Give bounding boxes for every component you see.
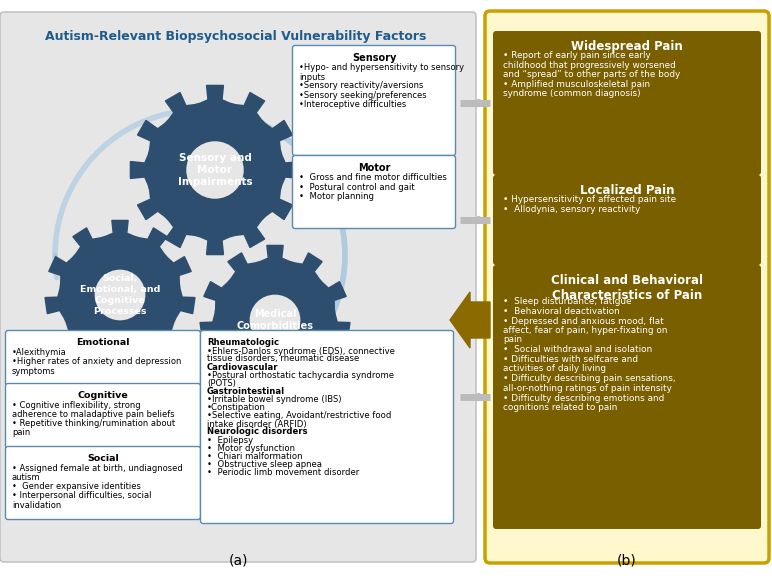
Text: Rheumatologic: Rheumatologic — [207, 338, 279, 347]
Text: childhood that progressively worsened: childhood that progressively worsened — [503, 61, 676, 70]
Text: •Hypo- and hypersensitivity to sensory: •Hypo- and hypersensitivity to sensory — [299, 64, 464, 72]
Text: Sensory: Sensory — [352, 53, 396, 63]
Text: Motor: Motor — [357, 163, 390, 173]
Text: • Depressed and anxious mood, flat: • Depressed and anxious mood, flat — [503, 317, 664, 326]
Text: • Difficulty describing emotions and: • Difficulty describing emotions and — [503, 394, 664, 403]
Text: all-or-nothing ratings of pain intensity: all-or-nothing ratings of pain intensity — [503, 384, 672, 393]
Text: •  Motor planning: • Motor planning — [299, 192, 374, 201]
Text: invalidation: invalidation — [12, 500, 61, 510]
Text: and “spread” to other parts of the body: and “spread” to other parts of the body — [503, 70, 680, 79]
Text: Autism-Relevant Biopsychosocial Vulnerability Factors: Autism-Relevant Biopsychosocial Vulnerab… — [46, 30, 427, 43]
Text: Social: Social — [87, 454, 119, 463]
Text: • Interpersonal difficulties, social: • Interpersonal difficulties, social — [12, 491, 151, 500]
Text: •  Behavioral deactivation: • Behavioral deactivation — [503, 307, 620, 316]
Circle shape — [186, 141, 244, 199]
Text: •Interoceptive difficulties: •Interoceptive difficulties — [299, 100, 406, 109]
Text: •Irritable bowel syndrome (IBS): •Irritable bowel syndrome (IBS) — [207, 395, 341, 405]
Text: Medical
Comorbidities: Medical Comorbidities — [236, 309, 313, 331]
Text: •Ehlers-Danlos syndrome (EDS), connective: •Ehlers-Danlos syndrome (EDS), connectiv… — [207, 346, 394, 356]
Circle shape — [95, 270, 145, 321]
Text: Neurologic disorders: Neurologic disorders — [207, 427, 307, 437]
Text: •  Periodic limb movement disorder: • Periodic limb movement disorder — [207, 468, 359, 477]
Text: intake disorder (ARFID): intake disorder (ARFID) — [207, 420, 306, 429]
Text: •Selective eating, Avoidant/restrictive food: •Selective eating, Avoidant/restrictive … — [207, 412, 391, 420]
FancyBboxPatch shape — [0, 12, 476, 562]
FancyBboxPatch shape — [293, 45, 455, 156]
FancyBboxPatch shape — [493, 265, 761, 529]
Text: affect, fear of pain, hyper-fixating on: affect, fear of pain, hyper-fixating on — [503, 326, 668, 335]
Text: •  Chiari malformation: • Chiari malformation — [207, 452, 303, 461]
Text: • Difficulties with selfcare and: • Difficulties with selfcare and — [503, 355, 638, 364]
Text: •  Social withdrawal and isolation: • Social withdrawal and isolation — [503, 345, 652, 354]
Text: Gastrointestinal: Gastrointestinal — [207, 387, 285, 396]
FancyBboxPatch shape — [5, 331, 201, 385]
Text: •Higher rates of anxiety and depression: •Higher rates of anxiety and depression — [12, 357, 181, 367]
Text: Widespread Pain: Widespread Pain — [571, 40, 683, 53]
Text: • Amplified musculoskeletal pain: • Amplified musculoskeletal pain — [503, 80, 650, 89]
Polygon shape — [45, 220, 195, 369]
Text: •  Gender expansive identities: • Gender expansive identities — [12, 482, 141, 491]
Text: • Repetitive thinking/rumination about: • Repetitive thinking/rumination about — [12, 419, 175, 428]
Polygon shape — [450, 292, 490, 348]
Text: Cardiovascular: Cardiovascular — [207, 363, 279, 371]
Text: Cognitive: Cognitive — [78, 391, 128, 400]
Text: Localized Pain: Localized Pain — [580, 184, 674, 197]
Text: •Constipation: •Constipation — [207, 403, 266, 413]
Text: • Report of early pain since early: • Report of early pain since early — [503, 51, 651, 61]
Text: Clinical and Behavioral
Characteristics of Pain: Clinical and Behavioral Characteristics … — [551, 274, 703, 302]
FancyBboxPatch shape — [5, 447, 201, 519]
Text: •  Gross and fine motor difficulties: • Gross and fine motor difficulties — [299, 174, 447, 182]
Circle shape — [249, 294, 300, 345]
Text: tissue disorders, rheumatic disease: tissue disorders, rheumatic disease — [207, 354, 359, 363]
Text: cognitions related to pain: cognitions related to pain — [503, 403, 618, 412]
Polygon shape — [130, 86, 300, 255]
Text: (a): (a) — [229, 554, 248, 568]
Text: • Cognitive inflexibility, strong: • Cognitive inflexibility, strong — [12, 401, 141, 410]
Text: •  Motor dysfunction: • Motor dysfunction — [207, 444, 295, 453]
FancyBboxPatch shape — [293, 156, 455, 229]
Text: pain: pain — [503, 335, 522, 345]
Text: symptoms: symptoms — [12, 367, 56, 375]
Text: • Difficulty describing pain sensations,: • Difficulty describing pain sensations, — [503, 374, 676, 384]
FancyBboxPatch shape — [5, 384, 201, 448]
Text: Sensory and
Motor
Impairments: Sensory and Motor Impairments — [178, 153, 252, 187]
Text: • Hypersensitivity of affected pain site: • Hypersensitivity of affected pain site — [503, 195, 676, 205]
Text: •  Sleep disturbance, fatigue: • Sleep disturbance, fatigue — [503, 297, 631, 306]
Text: • Assigned female at birth, undiagnosed: • Assigned female at birth, undiagnosed — [12, 464, 183, 473]
Text: (b): (b) — [617, 554, 637, 568]
FancyBboxPatch shape — [493, 175, 761, 265]
Text: •  Postural control and gait: • Postural control and gait — [299, 183, 415, 192]
Text: autism: autism — [12, 473, 41, 482]
Text: •  Epilepsy: • Epilepsy — [207, 436, 253, 445]
Text: Emotional: Emotional — [76, 338, 130, 347]
Text: •  Obstructive sleep apnea: • Obstructive sleep apnea — [207, 460, 322, 469]
Text: Social,
Emotional, and
Cognitive
Processes: Social, Emotional, and Cognitive Process… — [80, 274, 160, 316]
Polygon shape — [200, 245, 350, 394]
Text: (POTS): (POTS) — [207, 379, 236, 388]
Text: •  Allodynia, sensory reactivity: • Allodynia, sensory reactivity — [503, 205, 640, 215]
Text: •Sensory seeking/preferences: •Sensory seeking/preferences — [299, 91, 427, 100]
Text: syndrome (common diagnosis): syndrome (common diagnosis) — [503, 89, 641, 98]
FancyBboxPatch shape — [493, 31, 761, 175]
Text: adherence to maladaptive pain beliefs: adherence to maladaptive pain beliefs — [12, 410, 174, 419]
Text: •Sensory reactivity/aversions: •Sensory reactivity/aversions — [299, 82, 423, 90]
FancyBboxPatch shape — [201, 331, 453, 524]
Text: inputs: inputs — [299, 72, 325, 82]
Text: •Postural orthostatic tachycardia syndrome: •Postural orthostatic tachycardia syndro… — [207, 371, 394, 380]
FancyBboxPatch shape — [485, 11, 769, 563]
Text: •Alexithymia: •Alexithymia — [12, 348, 66, 357]
Text: activities of daily living: activities of daily living — [503, 364, 606, 374]
Text: pain: pain — [12, 428, 30, 437]
